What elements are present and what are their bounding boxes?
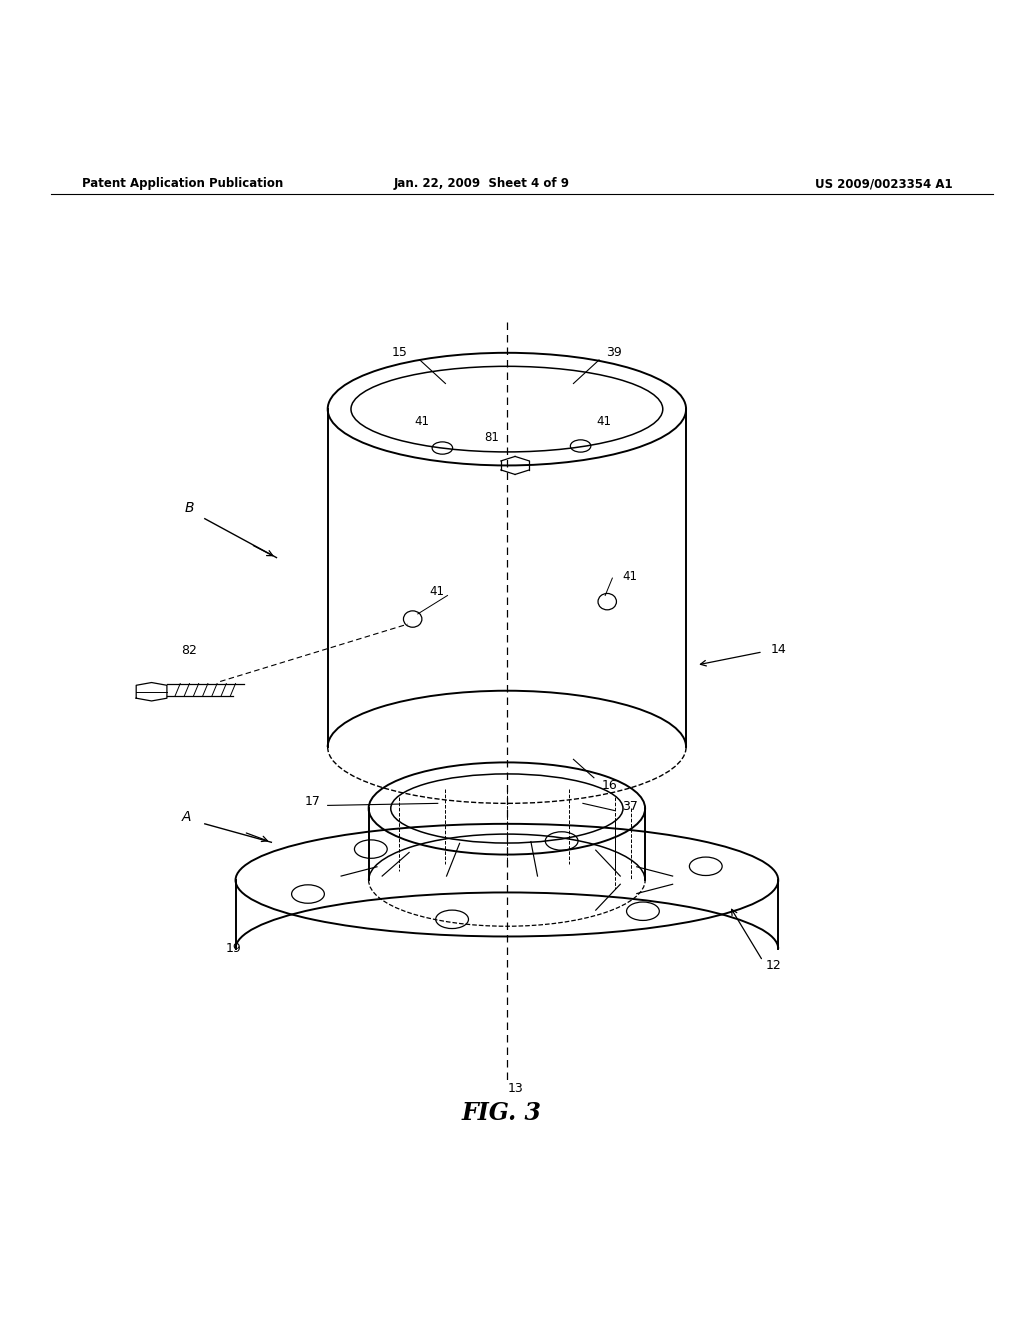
Text: 13: 13 [507,1081,523,1094]
Text: 81: 81 [484,432,499,445]
Text: US 2009/0023354 A1: US 2009/0023354 A1 [815,177,952,190]
Text: Patent Application Publication: Patent Application Publication [82,177,284,190]
Text: 41: 41 [415,414,429,428]
Text: 16: 16 [601,779,617,792]
Text: 82: 82 [181,644,198,657]
Text: Jan. 22, 2009  Sheet 4 of 9: Jan. 22, 2009 Sheet 4 of 9 [393,177,569,190]
Text: 15: 15 [391,346,408,359]
Text: 19: 19 [225,942,242,956]
Text: B: B [184,502,195,515]
Text: 41: 41 [597,414,611,428]
Text: 41: 41 [623,569,637,582]
Text: 37: 37 [622,800,638,813]
Text: 17: 17 [304,795,321,808]
Text: A: A [181,809,191,824]
Text: 12: 12 [766,958,781,972]
Text: 14: 14 [770,643,786,656]
Text: 41: 41 [430,585,444,598]
Text: 39: 39 [606,346,623,359]
Text: FIG. 3: FIG. 3 [462,1101,542,1125]
